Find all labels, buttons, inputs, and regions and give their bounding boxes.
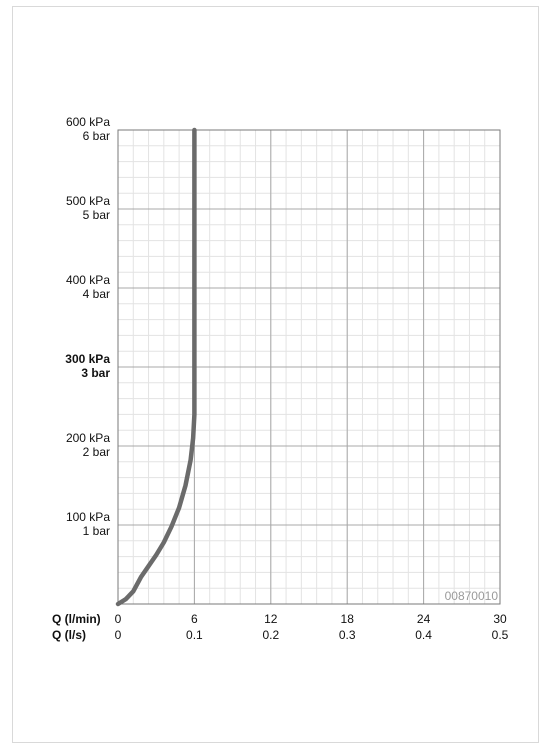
y-tick-label-bar: 6 bar [83, 129, 110, 143]
x-tick-label-ls: 0.3 [339, 628, 356, 642]
x-tick-label-lmin: 24 [417, 612, 431, 626]
y-tick-label-bar: 4 bar [83, 287, 110, 301]
x-tick-label-lmin: 6 [191, 612, 198, 626]
x-axis-label-secondary: Q (l/s) [52, 628, 86, 642]
plot-border [117, 129, 501, 605]
x-tick-label-lmin: 30 [493, 612, 507, 626]
x-tick-label-lmin: 0 [115, 612, 122, 626]
y-tick-label-bar: 1 bar [83, 524, 110, 538]
chart-code-label: 00870010 [445, 589, 499, 603]
series-line-0 [115, 127, 197, 607]
page-frame [12, 6, 539, 743]
y-tick-label-bar: 2 bar [83, 445, 110, 459]
x-tick-label-ls: 0 [115, 628, 122, 642]
y-tick-label-kpa: 500 kPa [66, 194, 110, 208]
series-layer [115, 127, 197, 607]
x-tick-label-ls: 0.2 [262, 628, 279, 642]
x-tick-label-lmin: 12 [264, 612, 278, 626]
y-tick-label-bar: 3 bar [81, 366, 110, 380]
y-tick-label-bar: 5 bar [83, 208, 110, 222]
major-gridlines [118, 130, 500, 604]
x-tick-label-ls: 0.1 [186, 628, 203, 642]
y-tick-label-kpa: 600 kPa [66, 115, 110, 129]
x-tick-label-lmin: 18 [341, 612, 355, 626]
y-tick-label-kpa: 200 kPa [66, 431, 110, 445]
x-tick-label-ls: 0.5 [492, 628, 509, 642]
x-tick-labels: 0 0 6 0.1 12 0.2 18 0.3 24 0.4 30 0.5 [115, 612, 509, 642]
y-tick-label-kpa: 100 kPa [66, 510, 110, 524]
y-tick-label-kpa: 400 kPa [66, 273, 110, 287]
x-tick-label-ls: 0.4 [415, 628, 432, 642]
x-axis-label-primary: Q (l/min) [52, 612, 101, 626]
y-tick-label-kpa: 300 kPa [65, 352, 110, 366]
